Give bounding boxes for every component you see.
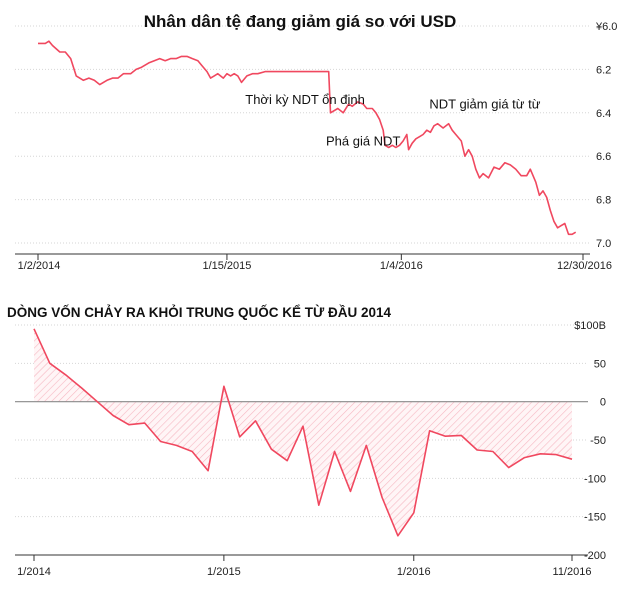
outflow-y-tick-label: -100 xyxy=(584,473,606,485)
yuan-y-tick-label: 6.2 xyxy=(596,64,611,76)
yuan-annotation: NDT giảm giá từ từ xyxy=(429,96,540,111)
outflow-y-axis-labels: $100B 50 0 -50 -100 -150 -200 xyxy=(574,320,606,562)
yuan-annotations: Thời kỳ NDT ổn định Phá giá NDT NDT giảm g… xyxy=(245,92,540,148)
outflow-area xyxy=(34,328,572,536)
yuan-x-tick-label: 1/2/2014 xyxy=(18,260,61,272)
outflow-y-tick-label: 0 xyxy=(600,397,606,409)
outflow-line xyxy=(33,328,573,537)
yuan-y-axis-labels: ¥6.0 6.2 6.4 6.6 6.8 7.0 xyxy=(595,21,617,250)
outflow-chart-title: DÒNG VỐN CHẢY RA KHỎI TRUNG QUỐC KỂ TỪ Đ… xyxy=(7,305,391,320)
yuan-annotation: Thời kỳ NDT ổn định xyxy=(245,92,365,107)
outflow-y-tick-label: -200 xyxy=(584,550,606,562)
yuan-x-tick-label: 1/4/2016 xyxy=(380,260,423,272)
outflow-y-tick-label: -150 xyxy=(584,512,606,524)
yuan-y-tick-label: 7.0 xyxy=(596,238,611,250)
yuan-x-axis: 1/2/2014 1/15/2015 1/4/2016 12/30/2016 xyxy=(15,253,612,272)
outflow-y-tick-label: $100B xyxy=(574,320,606,332)
outflow-y-tick-label: 50 xyxy=(594,358,606,370)
yuan-rate-line xyxy=(38,40,577,236)
outflow-x-axis: 1/2014 1/2015 1/2016 11/2016 xyxy=(15,554,592,578)
yuan-y-tick-label: 6.6 xyxy=(596,151,611,163)
yuan-annotation: Phá giá NDT xyxy=(326,133,400,148)
yuan-chart-title: Nhân dân tệ đang giảm giá so với USD xyxy=(144,12,456,31)
outflow-x-tick-label: 1/2014 xyxy=(17,566,51,578)
yuan-y-tick-label: 6.8 xyxy=(596,195,611,207)
outflow-y-tick-label: -50 xyxy=(590,435,606,447)
capital-outflow-chart: DÒNG VỐN CHẢY RA KHỎI TRUNG QUỐC KỂ TỪ Đ… xyxy=(7,305,606,578)
outflow-x-tick-label: 1/2015 xyxy=(207,566,241,578)
yuan-y-tick-label: 6.4 xyxy=(596,108,611,120)
yuan-y-tick-label: ¥6.0 xyxy=(595,21,617,33)
yuan-x-tick-label: 1/15/2015 xyxy=(202,260,251,272)
yuan-usd-chart: Nhân dân tệ đang giảm giá so với USD ¥6.… xyxy=(15,12,617,272)
outflow-x-tick-label: 11/2016 xyxy=(553,566,592,578)
outflow-x-tick-label: 1/2016 xyxy=(397,566,431,578)
yuan-grid xyxy=(15,25,590,244)
yuan-x-tick-label: 12/30/2016 xyxy=(557,260,612,272)
